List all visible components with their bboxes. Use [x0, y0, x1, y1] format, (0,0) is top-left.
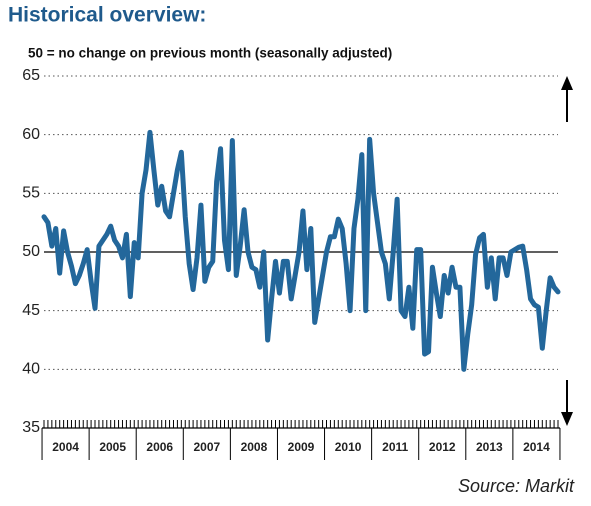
y-tick-label: 65: [22, 67, 40, 84]
x-tick-label: 2011: [382, 440, 408, 454]
y-tick-label: 35: [22, 419, 40, 436]
chart-subtitle: 50 = no change on previous month (season…: [28, 46, 392, 61]
x-tick-label: 2006: [146, 440, 173, 454]
x-tick-label: 2007: [193, 440, 220, 454]
x-tick-label: 2014: [523, 440, 550, 454]
x-tick-label: 2004: [52, 440, 79, 454]
x-tick-label: 2009: [288, 440, 315, 454]
x-tick-label: 2013: [476, 440, 503, 454]
source: Source: Markit: [458, 476, 575, 496]
y-tick-label: 55: [22, 185, 40, 202]
y-tick-label: 40: [22, 361, 40, 378]
y-tick-label: 60: [22, 126, 40, 143]
chart-title: Historical overview:: [8, 4, 206, 27]
up-arrow: [561, 76, 573, 122]
data-line: [41, 129, 561, 372]
x-tick-label: 2010: [335, 440, 362, 454]
down-arrow: [561, 380, 573, 426]
y-tick-label: 50: [22, 243, 40, 260]
y-tick-label: 45: [22, 302, 40, 319]
x-tick-label: 2008: [241, 440, 268, 454]
x-tick-label: 2012: [429, 440, 456, 454]
x-tick-label: 2005: [99, 440, 126, 454]
